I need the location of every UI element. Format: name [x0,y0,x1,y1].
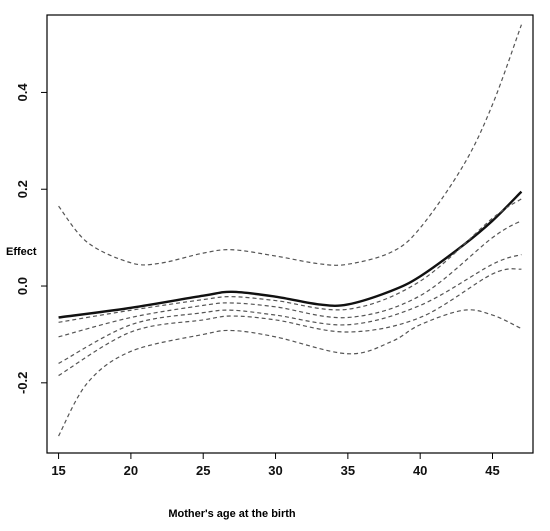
x-tick-label: 35 [341,463,355,478]
y-axis: -0.2 0.0 0.2 0.4 [15,83,47,394]
dashed-band-line-3 [58,220,522,338]
x-tick-label: 30 [268,463,282,478]
dashed-band-line-1 [58,24,522,266]
series-layer [58,24,523,437]
x-tick-label: 20 [124,463,138,478]
y-tick-label: 0.4 [15,83,30,102]
x-tick-label: 25 [196,463,210,478]
dashed-band-line-2 [58,198,522,323]
plot-frame [46,14,534,454]
x-tick-label: 15 [51,463,65,478]
x-tick-label: 40 [413,463,427,478]
effect-estimate-line [58,190,523,319]
x-axis-title: Mother's age at the birth [168,508,296,520]
x-tick-label: 45 [485,463,499,478]
dashed-band-line-5 [58,268,522,377]
y-tick-label: 0.0 [15,277,30,295]
dashed-band-line-6 [58,309,522,437]
x-axis: 15 20 25 30 35 40 45 [51,453,500,478]
y-tick-label: 0.2 [15,180,30,198]
y-axis-title: Effect [6,246,37,258]
y-tick-label: -0.2 [15,372,30,394]
